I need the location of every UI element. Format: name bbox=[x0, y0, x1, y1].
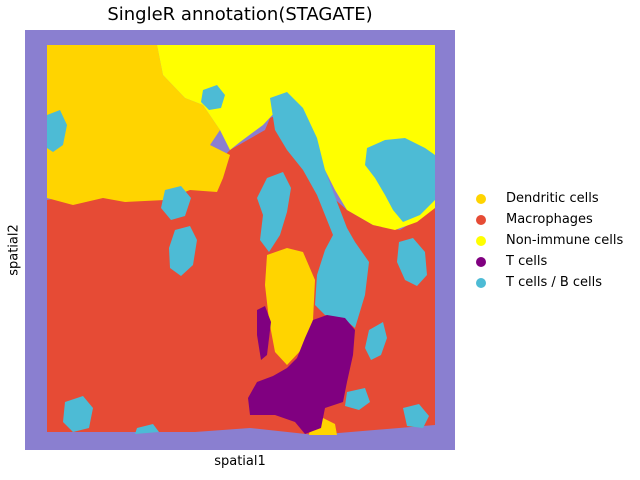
spot-regions bbox=[47, 45, 435, 435]
region-t-b-cells-lower4 bbox=[403, 404, 429, 428]
legend-marker bbox=[476, 214, 486, 225]
region-t-b-cells-lower1 bbox=[365, 322, 387, 360]
legend-marker bbox=[476, 256, 486, 267]
legend-label: Dendritic cells bbox=[506, 191, 599, 206]
region-dendritic-cells-bottom bbox=[309, 418, 337, 435]
region-t-b-cells-top bbox=[201, 85, 225, 110]
legend-item: T cells / B cells bbox=[470, 272, 623, 293]
spatial-scatter-plot bbox=[25, 30, 455, 450]
region-t-b-cells-right bbox=[365, 138, 435, 222]
region-t-cells bbox=[248, 315, 355, 434]
region-dendritic-cells-center bbox=[265, 248, 315, 365]
legend-label: Macrophages bbox=[506, 212, 593, 227]
legend-item: T cells bbox=[470, 251, 623, 272]
region-dendritic-cells bbox=[47, 45, 230, 205]
region-t-b-cells-lower2 bbox=[63, 396, 93, 432]
region-t-b-cells-island bbox=[161, 186, 191, 220]
legend: Dendritic cells Macrophages Non-immune c… bbox=[470, 188, 623, 293]
legend-marker bbox=[476, 193, 486, 204]
region-t-b-cells-left bbox=[257, 172, 291, 252]
x-axis-label: spatial1 bbox=[214, 454, 266, 469]
plot-area bbox=[25, 30, 455, 450]
legend-label: T cells / B cells bbox=[506, 275, 603, 290]
y-axis-label: spatial2 bbox=[4, 224, 24, 276]
chart-title: SingleR annotation(STAGATE) bbox=[107, 4, 373, 25]
legend-marker bbox=[476, 277, 486, 288]
region-t-b-cells-rightsmall bbox=[397, 238, 427, 286]
region-t-b-cells-lower5 bbox=[135, 424, 159, 434]
region-t-b-cells-upperleft bbox=[47, 110, 67, 152]
region-t-b-cells-lower3 bbox=[345, 388, 370, 410]
legend-item: Macrophages bbox=[470, 209, 623, 230]
region-t-b-cells-mid bbox=[169, 226, 197, 276]
legend-item: Non-immune cells bbox=[470, 230, 623, 251]
y-axis-label-text: spatial2 bbox=[6, 224, 22, 276]
legend-marker bbox=[476, 235, 486, 246]
region-t-b-cells-main bbox=[270, 92, 369, 328]
region-non-immune bbox=[157, 45, 435, 230]
legend-label: Non-immune cells bbox=[506, 233, 624, 248]
region-t-cells-small bbox=[257, 306, 271, 360]
legend-item: Dendritic cells bbox=[470, 188, 623, 209]
legend-label: T cells bbox=[506, 254, 548, 269]
